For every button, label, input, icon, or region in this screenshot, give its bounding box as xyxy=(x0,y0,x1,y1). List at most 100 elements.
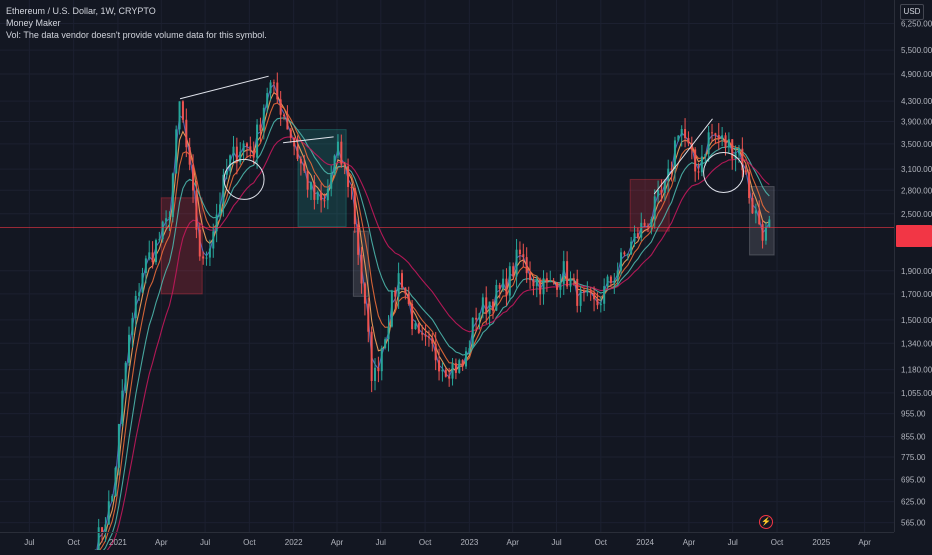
candle-body xyxy=(667,168,670,181)
moving-average-line xyxy=(101,136,770,555)
candle-body xyxy=(326,188,329,201)
chart-legend: Ethereum / U.S. Dollar, 1W, CRYPTO Money… xyxy=(6,5,267,41)
candle-body xyxy=(549,280,552,282)
candle-body xyxy=(593,293,596,300)
candle-body xyxy=(589,290,592,294)
candle-body xyxy=(165,218,168,222)
price-tick-label: 955.00 xyxy=(901,410,926,419)
candle-body xyxy=(208,248,211,258)
price-tick-label: 1,180.00 xyxy=(901,366,932,375)
candle-body xyxy=(279,99,282,115)
price-tick-label: 2,500.00 xyxy=(901,210,932,219)
candle-body xyxy=(491,301,494,311)
candle-body xyxy=(367,303,370,332)
candle-body xyxy=(727,139,730,148)
candle-body xyxy=(178,101,181,130)
candle-body xyxy=(724,135,727,148)
candle-body xyxy=(188,147,191,165)
candle-body xyxy=(205,257,208,259)
candle-body xyxy=(626,253,629,255)
candle-body xyxy=(539,279,542,295)
candle-body xyxy=(529,273,532,281)
candle-body xyxy=(576,278,579,306)
candle-body xyxy=(650,219,653,227)
time-tick-label: Jul xyxy=(376,538,386,547)
candle-body xyxy=(707,132,710,155)
price-tick-label: 1,340.00 xyxy=(901,339,932,348)
candle-body xyxy=(286,116,289,130)
candle-body xyxy=(215,214,218,232)
currency-button[interactable]: USD xyxy=(900,4,924,20)
time-tick-label: Apr xyxy=(331,538,344,547)
candle-body xyxy=(283,114,286,117)
price-tick-label: 775.00 xyxy=(901,453,926,462)
candle-body xyxy=(229,155,232,171)
candle-body xyxy=(151,252,154,263)
candle-body xyxy=(569,278,572,287)
candle-body xyxy=(535,279,538,287)
candle-body xyxy=(475,317,478,320)
candle-body xyxy=(572,278,575,280)
candle-body xyxy=(195,190,198,230)
candle-body xyxy=(768,219,771,228)
candle-body xyxy=(461,360,464,367)
candle-body xyxy=(400,273,403,288)
price-tick-label: 3,500.00 xyxy=(901,140,932,149)
candle-body xyxy=(522,254,525,258)
candle-body xyxy=(545,278,548,282)
candle-body xyxy=(427,336,430,338)
volume-note: Vol: The data vendor doesn't provide vol… xyxy=(6,30,267,40)
price-axis[interactable] xyxy=(894,0,932,532)
candle-body xyxy=(134,295,137,319)
time-tick-label: Oct xyxy=(243,538,256,547)
candle-body xyxy=(694,149,697,172)
time-axis[interactable] xyxy=(0,532,894,551)
symbol-title[interactable]: Ethereum / U.S. Dollar, 1W, CRYPTO xyxy=(6,6,156,16)
indicator-label[interactable]: Money Maker xyxy=(6,18,61,28)
candle-body xyxy=(687,138,690,144)
candle-body xyxy=(397,273,400,297)
candle-body xyxy=(336,141,339,156)
candle-body xyxy=(741,148,744,171)
candle-body xyxy=(660,190,663,193)
candle-body xyxy=(320,192,323,201)
time-tick-label: 2022 xyxy=(285,538,303,547)
candle-body xyxy=(704,154,707,157)
candle-body xyxy=(266,93,269,108)
candle-body xyxy=(636,233,639,238)
candle-body xyxy=(764,227,767,241)
candle-body xyxy=(643,222,646,226)
candle-body xyxy=(495,284,498,311)
time-tick-label: Oct xyxy=(771,538,784,547)
candle-body xyxy=(414,323,417,330)
time-tick-label: Oct xyxy=(419,538,432,547)
candle-body xyxy=(508,266,511,296)
candle-body xyxy=(272,82,275,84)
candle-body xyxy=(350,187,353,189)
candle-body xyxy=(434,343,437,361)
candle-body xyxy=(107,501,110,525)
candle-body xyxy=(259,124,262,131)
candle-body xyxy=(653,196,656,220)
candle-body xyxy=(138,292,141,296)
candle-body xyxy=(353,188,356,225)
candle-body xyxy=(212,231,215,249)
candle-body xyxy=(542,278,545,295)
price-tick-label: 4,300.00 xyxy=(901,97,932,106)
candle-body xyxy=(323,200,326,202)
candle-body xyxy=(242,143,245,152)
candle-body xyxy=(313,182,316,200)
moving-average-line xyxy=(96,102,770,555)
candle-body xyxy=(485,297,488,314)
candle-body xyxy=(717,134,720,139)
candle-body xyxy=(623,252,626,255)
candle-body xyxy=(235,146,238,163)
candle-body xyxy=(185,119,188,148)
candle-body xyxy=(488,301,491,314)
candle-body xyxy=(390,290,393,327)
price-tick-label: 5,500.00 xyxy=(901,46,932,55)
candle-body xyxy=(245,143,248,147)
